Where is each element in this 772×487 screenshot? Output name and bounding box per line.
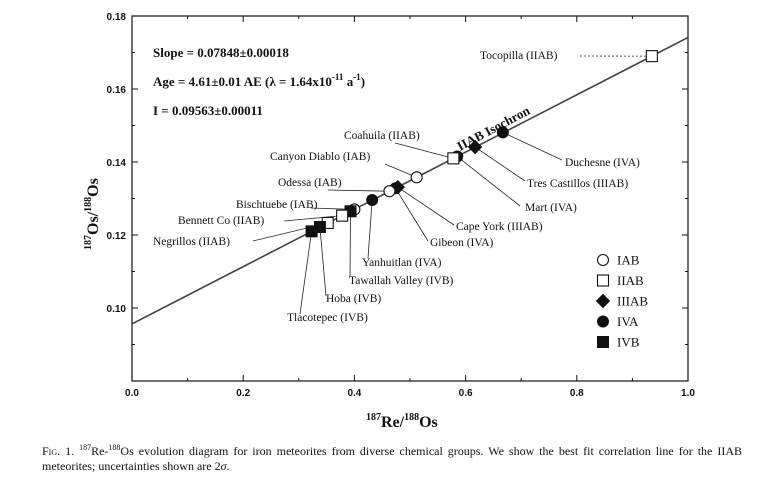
caption-sup1: 187	[79, 443, 92, 452]
point-tlacotepec-ivb	[305, 225, 318, 238]
legend-marker-iiiab	[595, 293, 611, 309]
label-coahuila-iiab: Coahuila (IIAB)	[344, 130, 420, 142]
caption-fig: Fig. 1.	[42, 444, 75, 458]
isochron-line	[132, 36, 688, 325]
label-bischtuebe-iab: Bischtuebe (IAB)	[236, 199, 318, 211]
label-tres-castillos-iiiab: Tres Castillos (IIIAB)	[527, 178, 628, 190]
label-odessa-iab: Odessa (IAB)	[278, 177, 342, 189]
label-negrillos-iiab: Negrillos (IIAB)	[153, 236, 230, 248]
y-tick-label: 0.18	[107, 12, 127, 23]
legend-label-iva: IVA	[617, 314, 639, 329]
leader-bennett-co-iiab	[283, 215, 343, 222]
x-tick-label: 0.4	[347, 388, 361, 399]
label-tawallah-valley-ivb: Tawallah Valley (IVB)	[349, 275, 454, 287]
leader-odessa-iab	[327, 189, 390, 192]
data-points	[305, 50, 658, 238]
leader-cape-york-iiiab	[397, 186, 455, 226]
leader-tres-castillos-iiiab	[474, 146, 526, 182]
label-yanhuitlan-iva: Yanhuitlan (IVA)	[362, 257, 442, 269]
age-annotation: Age = 4.61±0.01 AE (λ = 1.64x10-11 a-1)	[153, 72, 365, 89]
leader-yanhuitlan-iva	[367, 199, 373, 259]
leader-coahuila-iiab	[394, 142, 454, 159]
caption-sigma: σ	[220, 459, 227, 473]
point-odessa-iab	[383, 185, 396, 198]
x-tick-labels: 0.0 0.2 0.4 0.6 0.8 1.0	[125, 388, 695, 399]
leader-gibeon-iva	[395, 188, 429, 242]
point-bennett-co-iiab	[336, 209, 349, 222]
leader-hoba-ivb	[319, 226, 327, 297]
label-hoba-ivb: Hoba (IVB)	[326, 293, 381, 305]
legend-marker-iiab	[596, 274, 610, 287]
point-coahuila-iiab	[447, 152, 460, 165]
axis-ticks	[131, 15, 689, 382]
x-axis-label: 187Re/188Os	[366, 412, 438, 431]
x-tick-label: 0.0	[125, 388, 139, 399]
label-gibeon-iva: Gibeon (IVA)	[430, 237, 494, 249]
legend-label-iab: IAB	[617, 253, 640, 268]
point-tocopilla-iiab	[645, 50, 658, 63]
y-tick-labels: 0.10 0.12 0.14 0.16 0.18	[107, 12, 127, 315]
label-mart-iva: Mart (IVA)	[525, 202, 577, 214]
legend-marker-iva	[597, 315, 609, 328]
leader-tlacotepec-ivb	[299, 231, 312, 315]
caption-text2: Os evolution diagram for iron meteorites…	[42, 444, 743, 473]
point-yanhuitlan-iva	[366, 193, 379, 206]
leader-tawallah-valley-ivb	[349, 211, 351, 278]
caption-text3: .	[226, 459, 230, 473]
label-tlacotepec-ivb: Tlacotepec (IVB)	[287, 312, 368, 324]
leader-duchesne-iva	[502, 132, 563, 161]
legend-label-iiiab: IIIAB	[617, 294, 648, 309]
x-tick-label: 0.2	[236, 388, 250, 399]
point-canyon-diablo-iab	[410, 171, 423, 184]
point-duchesne-iva	[496, 126, 509, 139]
x-tick-label: 0.8	[570, 388, 584, 399]
y-axis-label: 187Os/188Os	[83, 178, 102, 250]
slope-annotation: Slope = 0.07848±0.00018	[153, 45, 289, 60]
legend-marker-ivb	[597, 336, 609, 348]
y-tick-label: 0.14	[107, 158, 127, 169]
x-tick-label: 0.6	[459, 388, 473, 399]
point-labels: Tocopilla (IIAB) Duchesne (IVA) Tres Casti…	[153, 50, 640, 324]
label-leaders	[252, 55, 652, 315]
x-tick-label: 1.0	[681, 388, 695, 399]
label-tocopilla-iiab: Tocopilla (IIAB)	[480, 50, 558, 62]
caption-text1: Re-	[91, 444, 109, 458]
caption-sup2: 188	[108, 443, 121, 452]
isochron-label: IIAB Isochron	[454, 102, 533, 153]
y-tick-label: 0.10	[107, 304, 127, 315]
label-canyon-diablo-iab: Canyon Diablo (IAB)	[270, 151, 370, 163]
isochron-chart: 0.0 0.2 0.4 0.6 0.8 1.0 0.100.120.140.160.18 …	[83, 12, 695, 431]
label-cape-york-iiiab: Cape York (IIIAB)	[456, 221, 543, 233]
y-tick-label: 0.12	[107, 231, 127, 242]
leader-mart-iva	[457, 156, 521, 207]
intercept-annotation: I = 0.09563±0.00011	[153, 103, 263, 118]
figure-caption: Fig. 1. 187Re-188Os evolution diagram fo…	[42, 440, 742, 474]
label-bennett-co-iiab: Bennett Co (IIAB)	[178, 215, 264, 227]
legend: IAB IIAB IIIAB IVA IVB	[595, 253, 648, 350]
legend-label-ivb: IVB	[617, 335, 640, 350]
label-duchesne-iva: Duchesne (IVA)	[565, 157, 640, 169]
point-tres-castillos-iiiab	[467, 139, 483, 155]
legend-label-iiab: IIAB	[617, 273, 644, 288]
y-tick-label: 0.16	[107, 85, 127, 96]
legend-marker-iab	[596, 253, 610, 267]
